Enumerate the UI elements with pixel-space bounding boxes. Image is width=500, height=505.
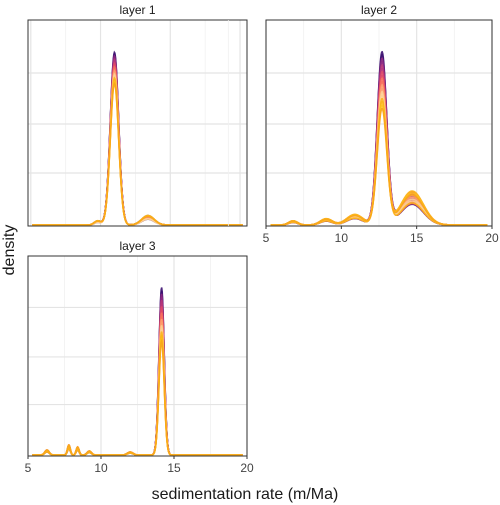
density-line	[32, 72, 243, 226]
panel-2: layer 2 5 10 15 20	[227, 3, 499, 245]
x-tick-label: 15	[410, 231, 424, 245]
panel-3: layer 3 5 10 15 20	[25, 239, 254, 475]
density-line	[270, 107, 488, 226]
x-tick-label: 20	[240, 461, 254, 475]
density-line	[32, 76, 243, 226]
density-line	[32, 63, 243, 226]
density-line	[32, 81, 243, 226]
density-line	[32, 65, 243, 226]
panel-border	[27, 255, 248, 457]
density-series-group	[270, 50, 488, 226]
density-line	[32, 61, 243, 226]
panel-title: layer 2	[361, 3, 397, 17]
panel-border	[265, 19, 493, 227]
density-line	[32, 67, 243, 226]
density-line	[32, 52, 243, 226]
density-line	[32, 80, 243, 226]
gridlines	[28, 20, 247, 226]
x-tick-label: 5	[25, 461, 32, 475]
density-line	[32, 59, 243, 226]
panel-border	[27, 19, 248, 227]
x-axis-label: sedimentation rate (m/Ma)	[152, 486, 339, 503]
density-line	[32, 70, 243, 226]
density-line	[32, 78, 243, 226]
gridlines	[27, 256, 248, 456]
density-series-group	[32, 50, 243, 226]
density-line	[32, 54, 243, 226]
panel-title: layer 3	[119, 239, 155, 253]
density-line	[32, 68, 243, 226]
x-tick-label: 10	[94, 461, 108, 475]
density-line	[32, 74, 243, 226]
x-tick-label: 20	[485, 231, 499, 245]
panel-1: layer 1	[27, 3, 248, 227]
panel-title: layer 1	[119, 3, 155, 17]
density-line	[32, 56, 243, 226]
x-tick-label: 5	[263, 231, 270, 245]
density-series-group	[32, 287, 243, 456]
density-line	[32, 337, 243, 456]
density-line	[32, 57, 243, 226]
gridlines	[227, 20, 493, 226]
y-axis-label: density	[1, 225, 18, 276]
density-line	[32, 50, 243, 226]
x-tick-label: 15	[167, 461, 181, 475]
x-tick-label: 10	[335, 231, 349, 245]
